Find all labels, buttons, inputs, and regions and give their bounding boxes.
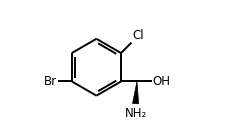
Text: Br: Br [44,75,57,88]
Polygon shape [132,81,139,104]
Text: NH₂: NH₂ [125,107,147,120]
Text: OH: OH [153,75,171,88]
Text: Cl: Cl [132,29,144,42]
